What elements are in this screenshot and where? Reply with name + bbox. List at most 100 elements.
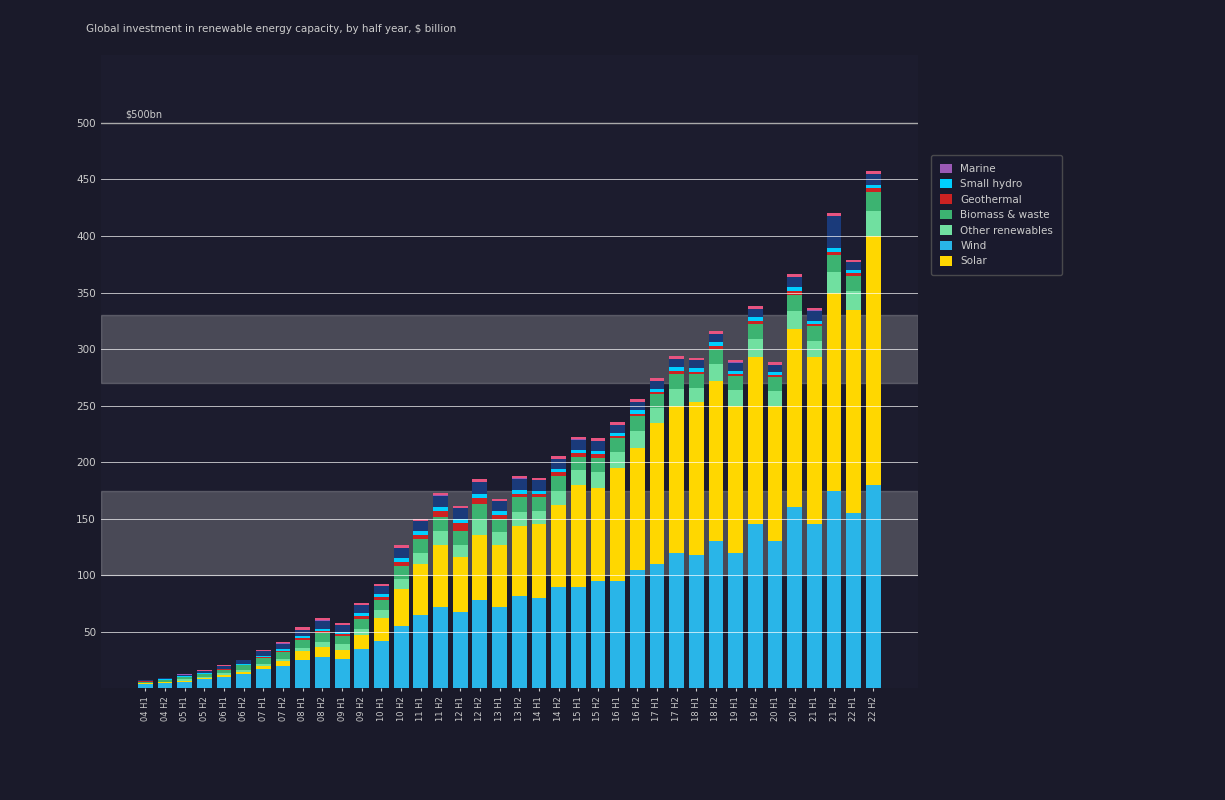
Bar (866, 174, 881, 185)
Bar (453, 531, 468, 545)
Bar (374, 610, 388, 618)
Bar (532, 478, 546, 480)
Bar (354, 606, 369, 614)
Bar (768, 406, 783, 542)
Bar (688, 374, 703, 387)
Bar (590, 438, 605, 441)
Bar (295, 637, 310, 638)
Bar (729, 390, 744, 406)
Bar (453, 558, 468, 611)
Text: $500bn: $500bn (126, 110, 163, 119)
Bar (473, 520, 488, 534)
Bar (276, 662, 290, 666)
Bar (827, 216, 842, 248)
Bar (708, 346, 724, 349)
Bar (256, 663, 271, 666)
Bar (649, 564, 664, 689)
Bar (354, 616, 369, 619)
Bar (354, 629, 369, 635)
Bar (492, 545, 507, 607)
Bar (512, 490, 527, 494)
Bar (866, 189, 881, 192)
Bar (571, 437, 586, 439)
Bar (866, 211, 881, 236)
Bar (434, 496, 448, 507)
Bar (434, 493, 448, 495)
Bar (551, 469, 566, 473)
Bar (374, 586, 388, 594)
Bar (434, 507, 448, 511)
Bar (788, 329, 802, 507)
Bar (276, 642, 290, 643)
Bar (434, 517, 448, 531)
Bar (571, 453, 586, 457)
Bar (827, 272, 842, 293)
Bar (590, 581, 605, 689)
Bar (295, 630, 310, 637)
Bar (374, 618, 388, 641)
Bar (630, 447, 644, 570)
Bar (276, 658, 290, 662)
Bar (590, 458, 605, 473)
Bar (217, 677, 232, 689)
Bar (630, 430, 644, 447)
Bar (354, 635, 369, 649)
Bar (571, 457, 586, 470)
Bar (649, 422, 664, 564)
Bar (100, 315, 918, 383)
Bar (532, 511, 546, 525)
Bar (532, 525, 546, 598)
Text: Global investment in renewable energy capacity, by half year, $ billion: Global investment in renewable energy ca… (86, 24, 456, 34)
Bar (374, 584, 388, 586)
Bar (315, 629, 330, 630)
Bar (846, 259, 861, 262)
Bar (178, 674, 192, 676)
Bar (827, 213, 842, 216)
Bar (414, 534, 429, 539)
Bar (748, 339, 763, 357)
Bar (729, 370, 744, 374)
Bar (610, 438, 625, 452)
Bar (334, 637, 349, 644)
Bar (138, 682, 153, 683)
Bar (315, 646, 330, 657)
Bar (630, 410, 644, 414)
Bar (295, 648, 310, 651)
Bar (236, 660, 251, 663)
Bar (571, 586, 586, 689)
Bar (610, 581, 625, 689)
Bar (788, 310, 802, 329)
Bar (610, 452, 625, 468)
Bar (551, 476, 566, 490)
Bar (866, 185, 881, 189)
Bar (334, 659, 349, 689)
Bar (236, 671, 251, 674)
Bar (256, 656, 271, 657)
Bar (846, 275, 861, 291)
Bar (827, 490, 842, 689)
Bar (846, 291, 861, 310)
Bar (334, 623, 349, 625)
Bar (492, 515, 507, 519)
Bar (158, 680, 173, 682)
Bar (688, 368, 703, 372)
Bar (610, 436, 625, 438)
Bar (610, 422, 625, 425)
Bar (217, 670, 232, 674)
Bar (434, 531, 448, 545)
Bar (197, 671, 212, 674)
Bar (610, 425, 625, 433)
Bar (610, 433, 625, 436)
Bar (414, 531, 429, 534)
Bar (788, 278, 802, 287)
Bar (414, 521, 429, 531)
Bar (393, 562, 409, 566)
Bar (729, 553, 744, 689)
Bar (708, 349, 724, 364)
Bar (788, 274, 802, 277)
Bar (788, 287, 802, 291)
Bar (846, 270, 861, 274)
Bar (158, 678, 173, 679)
Bar (866, 192, 881, 211)
Bar (492, 498, 507, 501)
